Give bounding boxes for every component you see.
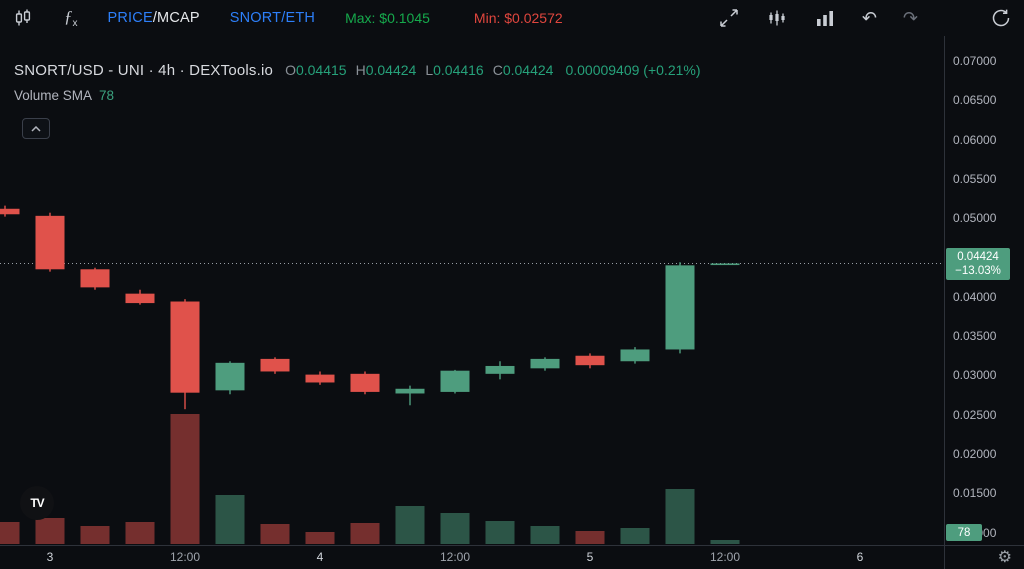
time-axis-label-day: 4	[316, 550, 324, 564]
chevron-up-icon	[31, 125, 41, 132]
close-label: C	[492, 62, 503, 78]
tab-price-active-label: PRICE	[107, 10, 153, 26]
tradingview-logo[interactable]: TV	[20, 486, 54, 520]
redo-button[interactable]: ↷	[903, 6, 918, 30]
time-axis-label-time: 12:00	[169, 550, 201, 564]
toolbar-right-group: ↶ ↷	[718, 6, 1012, 30]
tab-snort-eth[interactable]: SNORT/ETH	[229, 10, 316, 26]
tab-mcap-label: /MCAP	[152, 10, 200, 26]
fullscreen-button[interactable]	[718, 6, 740, 30]
candle-style-button[interactable]	[766, 6, 788, 30]
toolbar-left-group: ƒx PRICE/MCAP SNORT/ETH Max: $0.1045 Min…	[12, 6, 563, 30]
change-value: 0.00009409 (+0.21%)	[565, 62, 701, 78]
price-chart-canvas[interactable]	[0, 36, 944, 545]
chart-toolbar: ƒx PRICE/MCAP SNORT/ETH Max: $0.1045 Min…	[0, 0, 1024, 36]
axis-corner: ⚙	[945, 546, 1024, 569]
low-value: 0.04416	[433, 62, 484, 78]
tab-price-mcap[interactable]: PRICE/MCAP	[108, 10, 200, 26]
candle-style-icon	[769, 10, 785, 26]
price-axis-separator	[944, 36, 945, 569]
column-style-button[interactable]	[814, 6, 836, 30]
collapse-legend-button[interactable]	[22, 118, 50, 139]
indicators-button[interactable]: ƒx	[64, 6, 78, 30]
max-price-label: Max: $0.1045	[345, 10, 430, 26]
time-axis[interactable]: 3 12:00 4 12:00 5 12:00 6	[0, 546, 944, 569]
undo-icon: ↶	[861, 8, 877, 28]
high-value: 0.04424	[365, 62, 417, 78]
open-value: 0.04415	[295, 62, 347, 78]
price-axis-label: 0.06000	[953, 132, 997, 147]
time-axis-label-day: 6	[856, 550, 864, 564]
last-price-badge: 0.04424 −13.03%	[946, 248, 1010, 280]
price-axis-label: 0.01500	[953, 486, 997, 501]
column-style-icon	[816, 11, 833, 26]
ohlc-values: O0.04415 H0.04424 L0.04416 C0.04424	[285, 62, 553, 78]
indicator-value: 78	[99, 88, 115, 103]
reset-view-button[interactable]	[990, 6, 1012, 30]
fx-indicator-icon: ƒx	[64, 7, 78, 29]
price-axis-label: 0.07000	[953, 54, 997, 68]
reset-view-icon	[992, 9, 1010, 27]
price-axis-label: 0.05000	[953, 211, 997, 226]
price-axis-label: 0.02000	[953, 447, 997, 461]
tradingview-logo-icon: TV	[30, 496, 44, 510]
time-axis-label-day: 5	[586, 550, 594, 564]
low-label: L	[425, 62, 434, 78]
candlestick-chart-icon	[15, 9, 31, 26]
min-price-label: Min: $0.02572	[473, 10, 563, 26]
symbol-header-row: SNORT/USD - UNI · 4h · DEXTools.io O0.04…	[14, 62, 701, 79]
high-label: H	[355, 62, 366, 78]
time-axis-label-time: 12:00	[709, 550, 741, 564]
indicator-name: Volume SMA	[14, 88, 93, 103]
volume-sma-badge: 78	[946, 524, 982, 541]
chart-type-button[interactable]	[12, 6, 34, 30]
chart-legend: SNORT/USD - UNI · 4h · DEXTools.io O0.04…	[14, 62, 701, 103]
axis-settings-button[interactable]: ⚙	[997, 548, 1012, 566]
price-axis-label: 0.03500	[953, 329, 997, 344]
gear-icon: ⚙	[997, 548, 1012, 566]
open-label: O	[285, 62, 296, 78]
redo-icon: ↷	[902, 8, 918, 28]
time-axis-separator	[0, 545, 1024, 546]
symbol-title: SNORT/USD - UNI · 4h · DEXTools.io	[14, 62, 274, 79]
time-axis-label-day: 3	[46, 550, 54, 564]
price-axis-label: 0.06500	[953, 93, 997, 108]
undo-button[interactable]: ↶	[862, 6, 877, 30]
price-axis-label: 0.04000	[953, 289, 997, 304]
last-price-value: 0.04424	[957, 251, 999, 263]
indicator-row: Volume SMA 78	[14, 88, 701, 103]
price-axis-label: 0.02500	[953, 407, 997, 422]
price-axis-label: 0.03000	[953, 368, 997, 383]
price-axis-label: 0.05500	[953, 171, 997, 186]
last-price-change: −13.03%	[955, 265, 1001, 277]
price-axis[interactable]: 0.04424 −13.03% 78 0.07000 0.06500 0.06000…	[945, 36, 1024, 545]
close-value: 0.04424	[502, 62, 554, 78]
fullscreen-icon	[720, 9, 738, 27]
time-axis-label-time: 12:00	[439, 550, 471, 564]
